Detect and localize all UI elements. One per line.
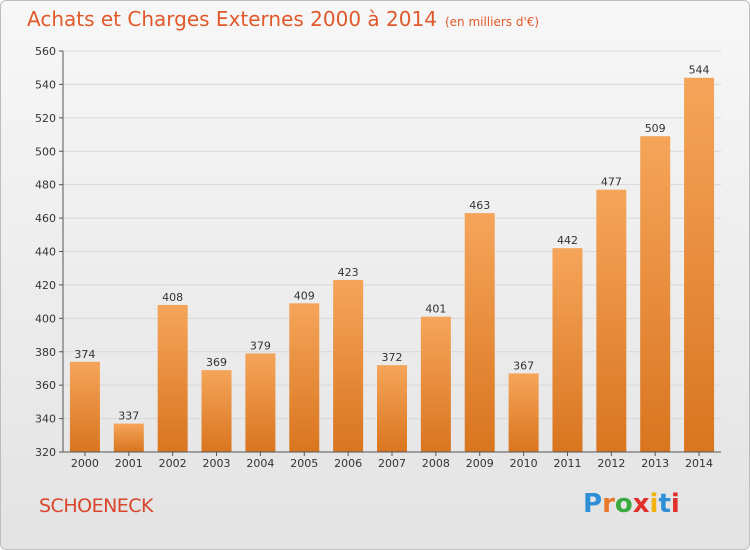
proxiti-logo: Proxiti (583, 489, 680, 519)
data-label-2010: 367 (513, 359, 534, 372)
bars: 374 337 408 369 379 409 423 372 401 463 367 442 477 5… (69, 64, 715, 452)
x-tick-label: 2004 (246, 457, 274, 470)
logo-letter: P (583, 489, 603, 519)
y-axis-ticks: 320 340 360 380 400 420 440 460 480 500 520 540 560 (35, 45, 63, 459)
y-tick-label: 460 (35, 212, 56, 225)
bar-2008 (420, 316, 451, 452)
logo-letter: x (632, 489, 650, 519)
data-label-2013: 509 (645, 122, 666, 135)
bar-2005 (289, 303, 320, 452)
bar-2006 (333, 279, 364, 452)
y-tick-label: 520 (35, 112, 56, 125)
data-label-2000: 374 (74, 348, 95, 361)
y-tick-label: 400 (35, 312, 56, 325)
x-tick-label: 2011 (553, 457, 581, 470)
bar-2003 (201, 370, 232, 452)
x-tick-label: 2010 (510, 457, 538, 470)
bar-2002 (157, 304, 188, 452)
commune-name: SCHOENECK (39, 495, 154, 517)
bar-2001 (113, 423, 144, 452)
y-tick-label: 500 (35, 145, 56, 158)
y-tick-label: 360 (35, 379, 56, 392)
bar-2007 (377, 365, 407, 452)
logo-letter: o (614, 489, 633, 519)
data-label-2009: 463 (469, 199, 490, 212)
logo-letter: t (658, 489, 671, 519)
y-tick-label: 480 (35, 179, 56, 192)
x-tick-label: 2007 (378, 457, 406, 470)
axes (62, 51, 721, 453)
x-tick-label: 2009 (466, 457, 494, 470)
x-tick-label: 2012 (597, 457, 625, 470)
x-tick-label: 2008 (422, 457, 450, 470)
chart-title-text: Achats et Charges Externes 2000 à 2014 (27, 7, 437, 31)
x-tick-label: 2006 (334, 457, 362, 470)
chart-title: Achats et Charges Externes 2000 à 2014 (e… (27, 7, 539, 31)
data-label-2003: 369 (206, 356, 227, 369)
bar-2009 (464, 213, 495, 452)
data-label-2004: 379 (250, 339, 271, 352)
bar-2011 (552, 248, 583, 452)
bar-2000 (69, 361, 100, 452)
bar-2014 (684, 77, 715, 452)
x-tick-label: 2003 (203, 457, 231, 470)
bar-2004 (245, 353, 276, 452)
bar-2010 (508, 373, 539, 452)
data-label-2007: 372 (382, 351, 403, 364)
y-tick-label: 540 (35, 78, 56, 91)
data-label-2014: 544 (689, 64, 710, 77)
y-tick-label: 420 (35, 279, 56, 292)
x-tick-label: 2013 (641, 457, 669, 470)
data-label-2011: 442 (557, 234, 578, 247)
x-axis-ticks: 2000 2001 2002 2003 2004 2005 2006 2007 2008 2009… (71, 452, 713, 470)
data-label-2005: 409 (294, 289, 315, 302)
bar-2013 (640, 136, 671, 452)
y-tick-label: 320 (35, 446, 56, 459)
data-label-2002: 408 (162, 291, 183, 304)
chart-unit: (en milliers d'€) (444, 15, 540, 29)
x-tick-label: 2001 (115, 457, 143, 470)
x-tick-label: 2014 (685, 457, 713, 470)
y-tick-label: 340 (35, 413, 56, 426)
x-tick-label: 2002 (159, 457, 187, 470)
logo-letter: i (649, 489, 659, 519)
bar-2012 (596, 189, 627, 452)
y-tick-label: 560 (35, 45, 56, 58)
x-tick-label: 2005 (290, 457, 318, 470)
data-label-2001: 337 (118, 410, 139, 423)
data-label-2012: 477 (601, 176, 622, 189)
y-tick-label: 440 (35, 246, 56, 259)
data-label-2008: 401 (425, 303, 446, 316)
data-label-2006: 423 (338, 266, 359, 279)
logo-letter: i (670, 489, 680, 519)
y-tick-label: 380 (35, 346, 56, 359)
x-tick-label: 2000 (71, 457, 99, 470)
logo-letter: r (602, 489, 615, 519)
